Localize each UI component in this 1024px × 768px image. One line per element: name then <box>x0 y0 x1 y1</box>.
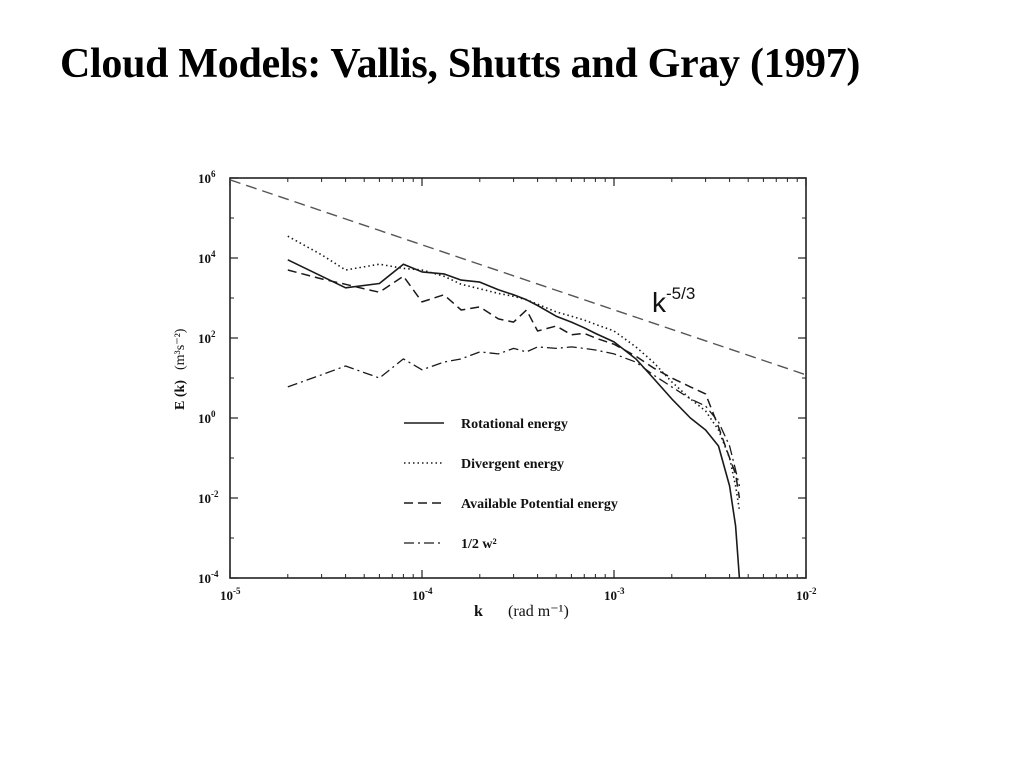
series-line-1 <box>287 235 741 511</box>
y-tick-label: 102 <box>198 329 216 346</box>
series-group <box>287 235 741 579</box>
plot-frame <box>229 177 807 579</box>
y-tick-label: 104 <box>198 249 216 266</box>
legend-label: 1/2 w² <box>461 537 497 552</box>
plot-border <box>229 177 807 579</box>
legend: Rotational energy Divergent energy Availab… <box>404 417 618 552</box>
slide-title: Cloud Models: Vallis, Shutts and Gray (1… <box>60 41 861 87</box>
y-tick-label: 10-4 <box>198 569 219 586</box>
y-tick-label: 106 <box>198 169 216 186</box>
slope-annotation: k-5/3 <box>652 284 695 318</box>
slope-annotation-base: k <box>652 287 667 318</box>
legend-label: Divergent energy <box>461 457 564 472</box>
x-tick-label: 10-3 <box>604 586 625 603</box>
legend-label: Available Potential energy <box>461 497 618 512</box>
x-tick-label: 10-5 <box>220 586 241 603</box>
x-tick-label: 10-2 <box>796 586 817 603</box>
x-tick-label: 10-4 <box>412 586 433 603</box>
y-tick-label: 100 <box>198 409 216 426</box>
y-tick-label: 10-2 <box>198 489 219 506</box>
legend-label: Rotational energy <box>461 417 568 432</box>
y-axis-units: (m³s⁻²) <box>173 328 188 370</box>
x-axis-units: (rad m⁻¹) <box>508 603 569 620</box>
slope-annotation-exponent: -5/3 <box>666 284 695 303</box>
series-line-2 <box>287 269 741 499</box>
series-line-0 <box>287 259 741 579</box>
y-axis-label: E (k) <box>173 380 188 410</box>
series-line-3 <box>287 346 741 487</box>
x-axis-label: k <box>474 603 483 620</box>
